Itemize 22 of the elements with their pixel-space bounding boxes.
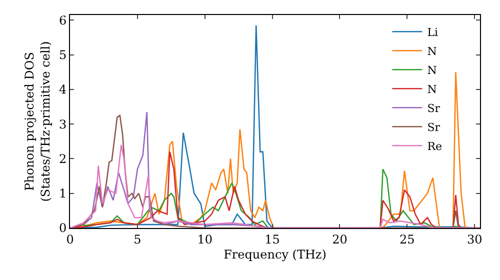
y-axis-title: Phonon projected DOS (States/THz·primitive cell) [22, 41, 52, 202]
y-tick-label: 4 [58, 82, 67, 97]
y-tick-label: 0 [58, 221, 67, 236]
y-tick-label: 6 [58, 13, 67, 28]
x-axis-title: Frequency (THz) [224, 247, 326, 262]
x-tick-label: 15 [264, 232, 280, 246]
y-tick-label: 2 [58, 152, 67, 166]
x-tick-label: 25 [400, 232, 415, 246]
x-tick-label: 5 [134, 232, 142, 246]
y-tick-label: 3 [58, 117, 67, 132]
x-tick-label: 30 [466, 232, 482, 246]
legend-label: N [427, 82, 438, 96]
x-tick-label: 20 [332, 232, 348, 246]
legend-label: N [427, 44, 438, 58]
legend-label: N [427, 64, 438, 77]
legend-label: Re [427, 140, 442, 153]
legend-label: Sr [427, 120, 441, 134]
x-tick-label: 10 [197, 232, 213, 246]
legend-label: Sr [427, 102, 441, 115]
y-tick-label: 5 [58, 48, 67, 62]
y-tick-label: 1 [58, 186, 67, 201]
legend-label: Li [427, 26, 439, 39]
